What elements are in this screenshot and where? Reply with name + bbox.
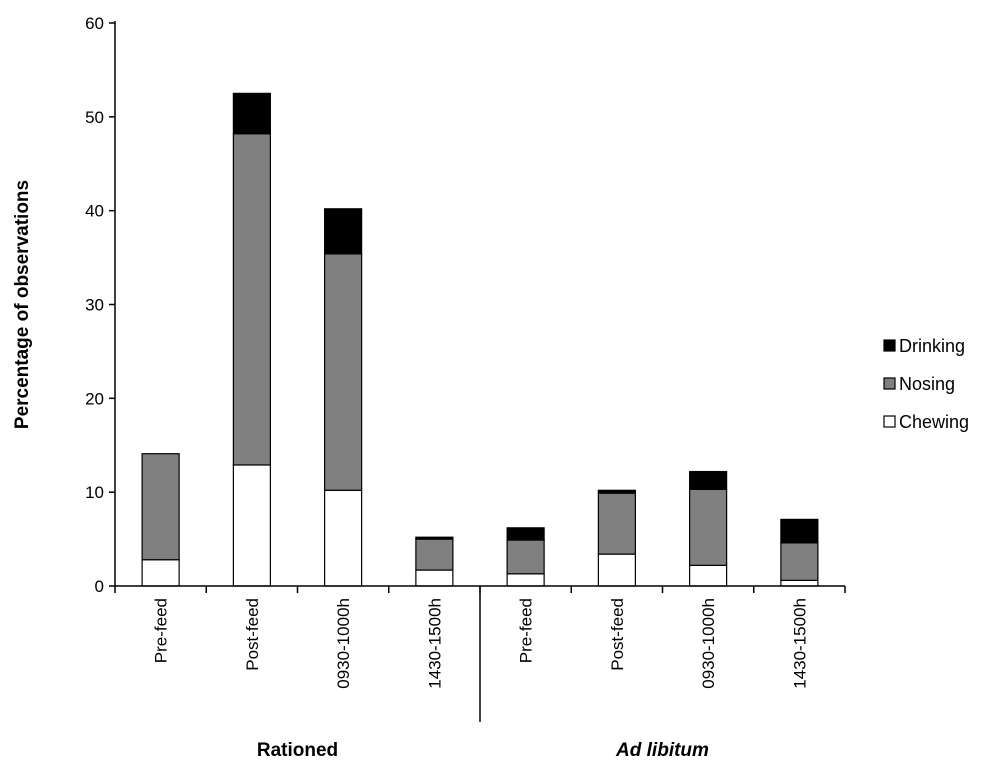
bar-segment-nosing-8 bbox=[780, 542, 819, 581]
labels-layer: 0 10 20 30 40 50 60 Pre-feed Post-feed 0930-1000h… bbox=[12, 14, 809, 760]
bar-segment-nosing-3 bbox=[324, 253, 363, 491]
legend-label-drinking: Drinking bbox=[899, 336, 965, 356]
y-tick-label: 30 bbox=[85, 296, 104, 315]
y-axis-title: Percentage of observations bbox=[12, 180, 33, 429]
group-label-ad-libitum: Ad libitum bbox=[615, 740, 709, 760]
bar-segment-chewing-8 bbox=[780, 579, 819, 587]
x-category-label-3: 0930-1000h bbox=[334, 598, 353, 689]
bar-segment-nosing-7 bbox=[689, 488, 728, 566]
bar-segment-drinking-5 bbox=[506, 527, 545, 541]
legend-label-nosing: Nosing bbox=[899, 374, 955, 394]
bar-segment-drinking-8 bbox=[780, 518, 819, 544]
bar-segment-chewing-7 bbox=[689, 564, 728, 587]
bar-segment-chewing-4 bbox=[415, 569, 454, 587]
group-label-rationed: Rationed bbox=[257, 740, 338, 760]
y-tick-label: 40 bbox=[85, 202, 104, 221]
x-category-label-6: Post-feed bbox=[608, 598, 627, 671]
bar-segment-drinking-3 bbox=[324, 208, 363, 255]
x-category-label-2: Post-feed bbox=[243, 598, 262, 671]
bar-segment-nosing-6 bbox=[597, 492, 636, 555]
legend: Drinking Nosing Chewing bbox=[883, 336, 969, 432]
bar-segment-drinking-6 bbox=[597, 489, 636, 494]
y-tick-label: 60 bbox=[85, 14, 104, 33]
bar-segment-chewing-2 bbox=[232, 464, 271, 587]
bar-segment-drinking-4 bbox=[415, 536, 454, 540]
legend-swatch-nosing bbox=[883, 377, 896, 390]
bar-segment-drinking-7 bbox=[689, 470, 728, 490]
x-category-label-1: Pre-feed bbox=[152, 598, 171, 663]
y-tick-label: 0 bbox=[95, 577, 104, 596]
bars-layer bbox=[141, 92, 819, 587]
x-category-label-4: 1430-1500h bbox=[425, 598, 444, 689]
legend-swatch-chewing bbox=[883, 415, 896, 428]
bar-segment-chewing-3 bbox=[324, 489, 363, 587]
bar-segment-chewing-5 bbox=[506, 573, 545, 587]
y-tick-label: 50 bbox=[85, 108, 104, 127]
axes-layer bbox=[109, 21, 846, 722]
bar-segment-nosing-2 bbox=[232, 133, 271, 466]
x-category-label-7: 0930-1000h bbox=[699, 598, 718, 689]
bar-segment-nosing-1 bbox=[141, 453, 180, 561]
legend-swatch-drinking bbox=[883, 339, 896, 352]
x-category-label-8: 1430-1500h bbox=[790, 598, 809, 689]
y-tick-label: 10 bbox=[85, 483, 104, 502]
legend-label-chewing: Chewing bbox=[899, 412, 969, 432]
y-tick-label: 20 bbox=[85, 389, 104, 408]
bar-segment-drinking-2 bbox=[232, 92, 271, 135]
bar-segment-nosing-5 bbox=[506, 539, 545, 575]
x-category-label-5: Pre-feed bbox=[517, 598, 536, 663]
bar-segment-chewing-1 bbox=[141, 559, 180, 587]
bar-segment-chewing-6 bbox=[597, 553, 636, 587]
bar-segment-nosing-4 bbox=[415, 538, 454, 571]
